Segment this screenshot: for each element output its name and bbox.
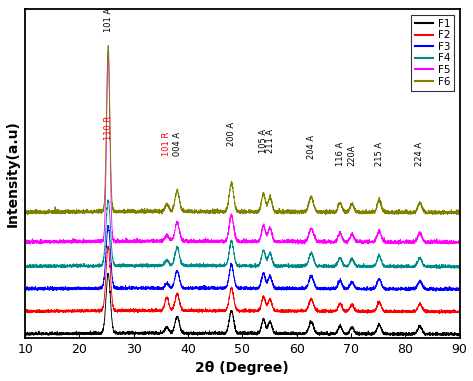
F1 [379, 329, 385, 333]
Text: 004 A: 004 A [173, 132, 182, 156]
Line: F6: F6 [25, 45, 459, 215]
X-axis label: 2θ (Degree): 2θ (Degree) [195, 362, 289, 375]
F4 [22, 264, 28, 269]
F4 [379, 262, 385, 267]
F1 [188, 331, 194, 336]
F1 [347, 329, 352, 333]
F3 [305, 283, 311, 288]
F2 [22, 309, 28, 314]
Text: 211 A: 211 A [265, 128, 274, 153]
F2 [283, 309, 289, 314]
F2 [347, 307, 352, 312]
F5 [396, 243, 402, 247]
F6 [22, 211, 28, 216]
F3 [347, 284, 352, 289]
F6 [283, 210, 289, 214]
F1 [456, 331, 462, 336]
F2 [305, 305, 311, 309]
F1 [105, 271, 111, 275]
Text: 220A: 220A [348, 144, 357, 166]
F4 [456, 267, 462, 272]
F3 [283, 287, 289, 291]
F3 [188, 285, 194, 290]
F5 [347, 237, 352, 242]
F4 [283, 263, 289, 268]
F3 [105, 223, 111, 228]
Line: F1: F1 [25, 273, 459, 336]
F2 [188, 309, 194, 313]
F5 [456, 240, 462, 245]
F1 [22, 331, 28, 336]
Text: 116 A: 116 A [335, 141, 344, 166]
F5 [105, 49, 111, 53]
F4 [347, 261, 352, 266]
F3 [456, 287, 462, 292]
Line: F4: F4 [25, 200, 459, 269]
F5 [188, 240, 194, 244]
Text: 110 R: 110 R [104, 115, 113, 139]
Text: 105 A: 105 A [259, 128, 268, 153]
F2 [105, 244, 111, 248]
F6 [188, 210, 194, 215]
F4 [101, 253, 107, 258]
F2 [437, 311, 442, 316]
F6 [456, 208, 462, 213]
F6 [105, 43, 111, 48]
Legend: F1, F2, F3, F4, F5, F6: F1, F2, F3, F4, F5, F6 [411, 14, 454, 91]
F5 [101, 231, 107, 236]
F3 [433, 289, 439, 294]
Y-axis label: Intensity(a.u): Intensity(a.u) [6, 120, 19, 227]
F6 [101, 204, 107, 208]
F2 [101, 298, 107, 303]
F2 [379, 306, 385, 311]
F6 [323, 212, 328, 217]
F5 [283, 240, 289, 244]
Text: 224 A: 224 A [415, 142, 424, 166]
F4 [305, 261, 311, 265]
F6 [305, 205, 311, 210]
F3 [379, 284, 385, 289]
F6 [347, 207, 352, 211]
F2 [456, 311, 462, 315]
F5 [379, 238, 385, 242]
F3 [22, 286, 28, 291]
F1 [455, 334, 461, 338]
Text: 204 A: 204 A [307, 135, 316, 159]
Line: F2: F2 [25, 246, 459, 314]
F3 [101, 275, 107, 280]
F5 [22, 239, 28, 244]
F1 [305, 328, 311, 333]
F6 [380, 208, 385, 213]
F4 [188, 263, 194, 268]
Text: 101 A: 101 A [104, 8, 113, 32]
F1 [283, 330, 289, 335]
Line: F3: F3 [25, 226, 459, 291]
F1 [101, 322, 107, 327]
Line: F5: F5 [25, 51, 459, 245]
Text: 101 R: 101 R [162, 132, 171, 156]
Text: 200 A: 200 A [227, 122, 236, 146]
Text: 215 A: 215 A [375, 142, 384, 166]
F5 [305, 236, 311, 241]
F4 [105, 197, 111, 202]
